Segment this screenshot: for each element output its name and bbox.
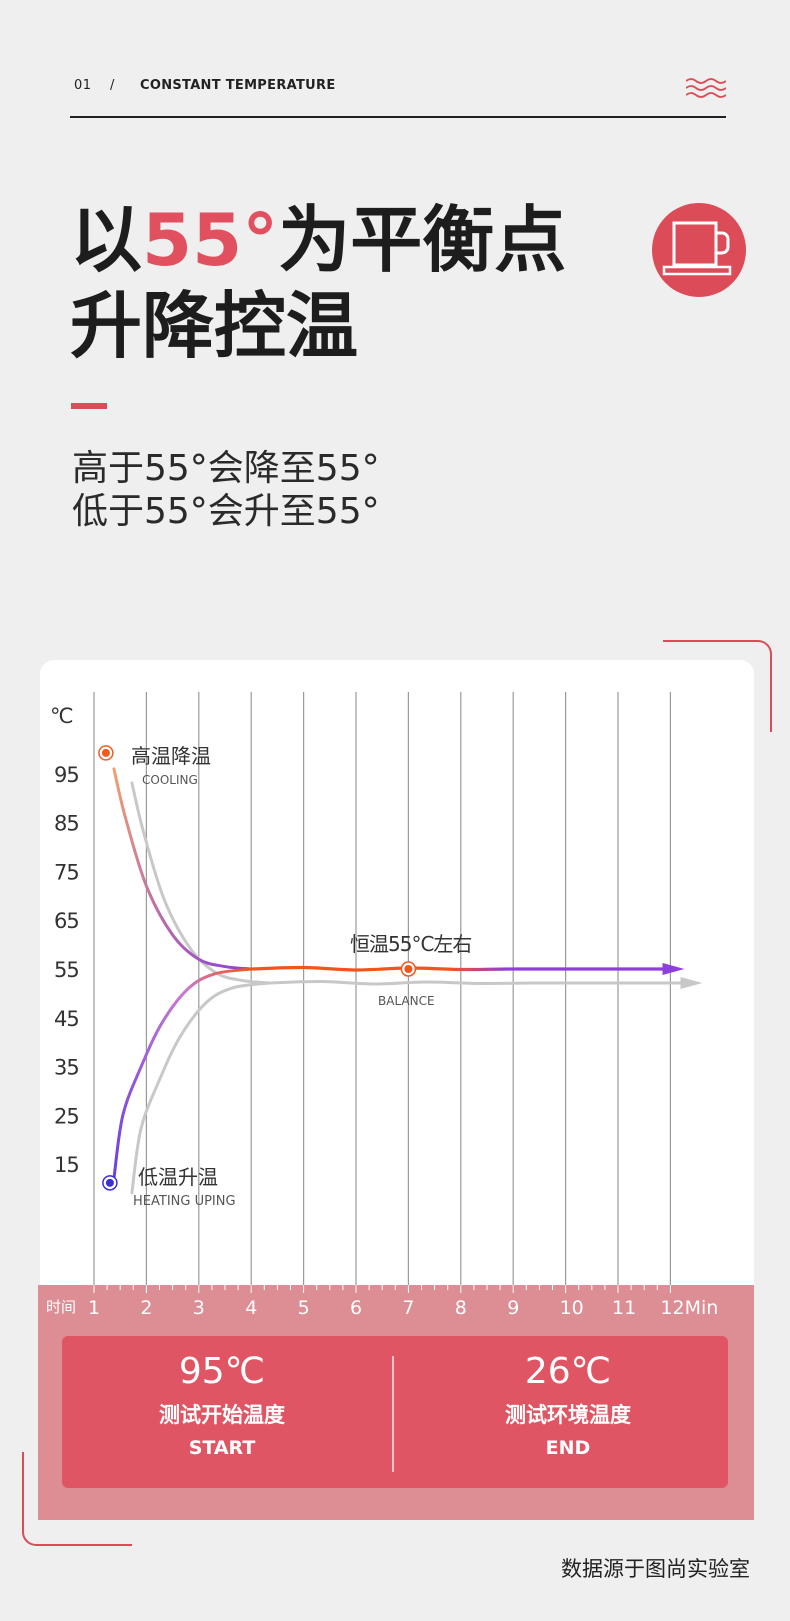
y-tick-75: 75 — [54, 860, 79, 884]
temperature-chart: ℃ 95 85 75 65 55 45 35 25 15 高温降温 COOLING 低温升温 HEATIN… — [50, 692, 703, 1285]
headline-line-1: 以55°为平衡点 — [70, 200, 566, 280]
x-tick-6: 6 — [350, 1297, 362, 1319]
start-temperature-eng: START — [188, 1437, 256, 1459]
end-temperature-value: 26℃ — [524, 1351, 612, 1392]
headline-suffix: 为平衡点 — [278, 198, 567, 282]
x-tick-12Min: 12Min — [660, 1297, 718, 1319]
end-temperature-label: 测试环境温度 — [505, 1403, 631, 1427]
x-tick-9: 9 — [507, 1297, 519, 1319]
headline-accent: 55° — [142, 198, 279, 282]
x-tick-2: 2 — [140, 1297, 152, 1319]
stat-start: 95℃ 测试开始温度 START — [62, 1350, 382, 1462]
subtitle-line-1: 高于55°会降至55° — [72, 448, 380, 489]
balance-line — [249, 965, 665, 972]
y-tick-95: 95 — [54, 763, 79, 787]
y-tick-65: 65 — [54, 909, 79, 933]
y-tick-55: 55 — [54, 958, 79, 982]
balance-title: 恒温55°C左右 — [350, 932, 471, 956]
balance-arrow-head — [662, 963, 685, 975]
waves-icon — [686, 78, 726, 98]
start-temperature-value: 95℃ — [178, 1351, 266, 1392]
x-tick-7: 7 — [402, 1297, 414, 1319]
subtitle-line-2: 低于55°会升至55° — [72, 491, 380, 532]
balance-sub: BALANCE — [378, 994, 435, 1008]
header-separator: / — [110, 78, 115, 93]
y-tick-85: 85 — [54, 812, 79, 836]
x-tick-5: 5 — [298, 1297, 310, 1319]
shadow-balance-line — [267, 980, 683, 986]
shadow-heating-line — [130, 981, 271, 1195]
cooling-title: 高温降温 — [131, 744, 211, 768]
cooling-sub: COOLING — [142, 773, 198, 787]
headline-line-2: 升降控温 — [70, 284, 359, 368]
header-index: 01 — [74, 78, 92, 93]
x-axis-label: 时间 — [46, 1298, 76, 1316]
header-title: CONSTANT TEMPERATURE — [140, 78, 336, 93]
x-tick-3: 3 — [193, 1297, 205, 1319]
y-tick-25: 25 — [54, 1104, 79, 1128]
cooling-line — [112, 767, 253, 971]
y-axis-unit: ℃ — [50, 704, 74, 728]
heating-title: 低温升温 — [138, 1165, 218, 1189]
accent-dash — [71, 403, 107, 409]
mug-badge — [652, 203, 746, 297]
heating-start-marker — [102, 1175, 118, 1191]
cooling-start-marker — [98, 745, 114, 761]
stats-panel: 95℃ 测试开始温度 START 26℃ 测试环境温度 END — [62, 1336, 728, 1488]
corner-decoration-bottom-left — [22, 1452, 132, 1546]
x-tick-10: 10 — [560, 1297, 584, 1319]
mug-icon — [662, 221, 732, 276]
x-tick-1: 1 — [88, 1297, 100, 1319]
heating-sub: HEATING UPING — [133, 1194, 236, 1209]
shadow-cooling-line — [130, 781, 271, 985]
data-source-note: 数据源于图尚实验室 — [561, 1557, 750, 1581]
end-temperature-eng: END — [545, 1437, 591, 1459]
start-temperature-label: 测试开始温度 — [159, 1403, 285, 1427]
chart-card: ℃ 95 85 75 65 55 45 35 25 15 高温降温 COOLING 低温升温 HEATIN… — [40, 660, 754, 1285]
corner-decoration-top-right — [663, 640, 772, 732]
stat-end: 26℃ 测试环境温度 END — [408, 1350, 728, 1462]
y-tick-15: 15 — [54, 1153, 79, 1177]
x-tick-11: 11 — [612, 1297, 636, 1319]
shadow-arrow-head — [680, 977, 703, 989]
x-tick-8: 8 — [455, 1297, 467, 1319]
heating-line — [112, 967, 253, 1181]
time-axis: 时间 1 2 3 4 5 6 7 8 9 10 11 12Min — [46, 1285, 718, 1319]
y-tick-45: 45 — [54, 1007, 79, 1031]
y-tick-35: 35 — [54, 1056, 79, 1080]
stats-divider — [392, 1356, 394, 1472]
headline-prefix: 以 — [70, 198, 143, 282]
x-tick-4: 4 — [245, 1297, 257, 1319]
balance-marker — [400, 961, 417, 977]
header-rule — [70, 116, 726, 118]
